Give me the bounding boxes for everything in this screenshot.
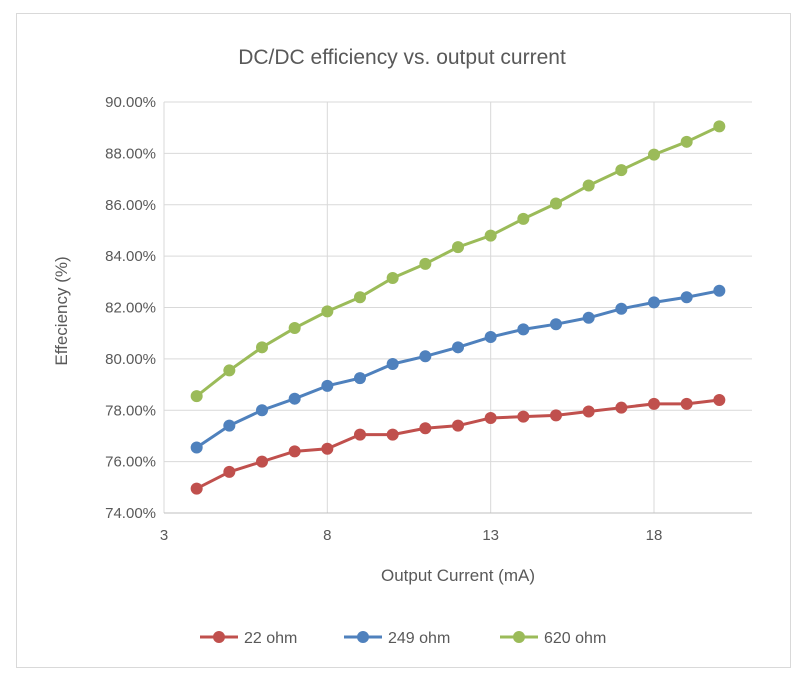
data-point xyxy=(288,392,301,405)
y-tick-label: 78.00% xyxy=(105,402,156,419)
data-point xyxy=(517,410,530,423)
x-tick-label: 3 xyxy=(160,527,168,544)
data-point xyxy=(615,302,628,315)
x-tick-label: 18 xyxy=(646,527,663,544)
data-point xyxy=(354,291,366,304)
legend-item: 22 ohm xyxy=(200,630,297,647)
data-point xyxy=(713,284,726,297)
data-point xyxy=(256,455,268,468)
data-point xyxy=(288,445,301,458)
data-point xyxy=(582,311,595,324)
y-tick-label: 76.00% xyxy=(105,454,156,471)
data-point xyxy=(648,148,660,161)
data-point xyxy=(223,364,236,377)
data-point xyxy=(354,428,366,441)
gridlines xyxy=(163,101,752,514)
axes: 74.00% 76.00% 78.00% 80.00% 82.00% 84.00% 86.0… xyxy=(105,94,752,544)
data-point xyxy=(321,305,334,318)
data-point xyxy=(615,164,628,177)
data-point xyxy=(419,422,432,435)
data-point xyxy=(223,419,236,432)
legend: 22 ohm 249 ohm 620 ohm xyxy=(200,630,606,647)
data-point xyxy=(648,296,660,309)
y-tick-label: 86.00% xyxy=(105,197,156,214)
data-point xyxy=(190,390,203,403)
data-point xyxy=(321,379,334,392)
y-tick-label: 82.00% xyxy=(105,300,156,317)
series-lines xyxy=(190,120,726,495)
data-point xyxy=(452,241,464,254)
data-point xyxy=(713,393,726,406)
data-point xyxy=(386,271,399,284)
series-2 xyxy=(190,120,726,403)
data-point xyxy=(190,482,203,495)
chart-area: DC/DC efficiency vs. output current 74.0… xyxy=(16,13,791,668)
x-tick-label: 13 xyxy=(482,527,499,544)
data-point xyxy=(680,397,693,410)
chart: DC/DC efficiency vs. output current 74.0… xyxy=(52,46,752,647)
y-tick-label: 80.00% xyxy=(105,351,156,368)
legend-marker xyxy=(213,631,225,643)
data-point xyxy=(550,409,562,422)
chart-title: DC/DC efficiency vs. output current xyxy=(238,46,566,69)
series-0 xyxy=(190,393,726,495)
data-point xyxy=(190,441,203,454)
x-tick-label: 8 xyxy=(323,527,331,544)
data-point xyxy=(419,257,432,270)
data-point xyxy=(354,372,366,385)
legend-label: 22 ohm xyxy=(244,630,297,647)
y-tick-label: 88.00% xyxy=(105,145,156,162)
series-line xyxy=(195,125,720,398)
legend-label: 249 ohm xyxy=(388,630,450,647)
data-point xyxy=(386,358,399,371)
data-point xyxy=(713,120,726,133)
legend-label: 620 ohm xyxy=(544,630,606,647)
data-point xyxy=(386,428,399,441)
data-point xyxy=(582,405,595,418)
data-point xyxy=(648,397,660,410)
y-tick-label: 90.00% xyxy=(105,94,156,111)
y-tick-label: 74.00% xyxy=(105,505,156,522)
data-point xyxy=(452,419,464,432)
data-point xyxy=(484,229,497,242)
data-point xyxy=(223,465,236,478)
legend-marker xyxy=(513,631,525,643)
data-point xyxy=(484,411,497,424)
data-point xyxy=(517,212,530,225)
data-point xyxy=(582,179,595,192)
data-point xyxy=(550,318,562,331)
x-axis-label: Output Current (mA) xyxy=(381,566,535,585)
data-point xyxy=(615,401,628,414)
data-point xyxy=(550,197,562,210)
data-point xyxy=(680,135,693,148)
data-point xyxy=(517,323,530,336)
series-line xyxy=(195,398,720,490)
data-point xyxy=(452,341,464,354)
series-1 xyxy=(190,284,726,454)
y-tick-label: 84.00% xyxy=(105,248,156,265)
data-point xyxy=(256,404,268,417)
legend-item: 620 ohm xyxy=(500,630,606,647)
data-point xyxy=(484,331,497,344)
data-point xyxy=(256,341,268,354)
data-point xyxy=(288,322,301,335)
legend-item: 249 ohm xyxy=(344,630,450,647)
data-point xyxy=(321,442,334,455)
data-point xyxy=(419,350,432,363)
data-point xyxy=(680,291,693,304)
y-axis-label: Effeciency (%) xyxy=(52,256,71,365)
legend-marker xyxy=(357,631,369,643)
